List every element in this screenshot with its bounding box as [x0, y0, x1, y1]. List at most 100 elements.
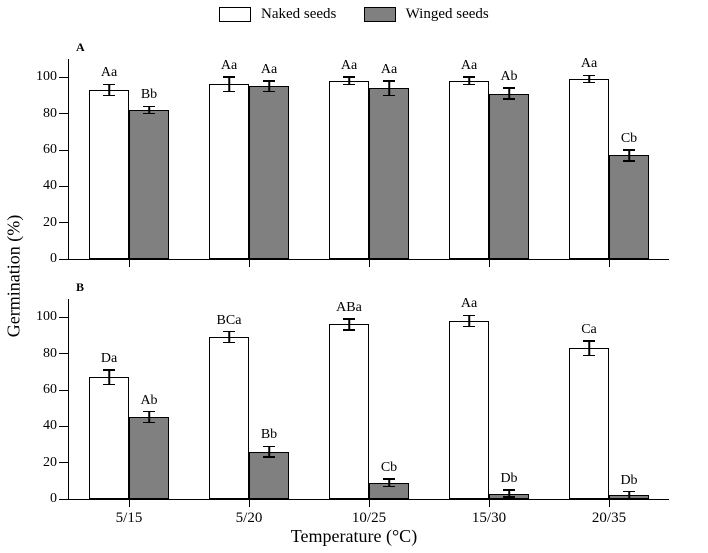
error-cap	[263, 446, 275, 448]
y-tick	[59, 353, 69, 354]
bar-sig-label: Cb	[621, 131, 637, 147]
x-tick	[249, 259, 250, 267]
bar-sig-label: Aa	[461, 296, 477, 312]
error-bar	[108, 370, 110, 385]
x-tick	[129, 499, 130, 507]
error-cap	[383, 486, 395, 488]
panel-a: A 020406080100AaBbAaAaAaAaAaAbAaCb	[68, 40, 668, 260]
bar-sig-label: Aa	[341, 58, 357, 74]
plot-a: 020406080100AaBbAaAaAaAaAaAbAaCb	[68, 59, 669, 260]
y-tick	[59, 259, 69, 260]
plot-b: 0204060801005/15DaAb5/20BCaBb10/25ABaCb1…	[68, 299, 669, 500]
bar-naked	[209, 84, 249, 259]
x-tick	[489, 499, 490, 507]
error-cap	[623, 498, 635, 500]
bar-naked	[449, 321, 489, 499]
y-tick-label: 100	[17, 309, 57, 325]
legend-swatch-naked	[219, 7, 251, 22]
bar-winged	[249, 452, 289, 499]
y-tick	[59, 113, 69, 114]
bar-winged	[129, 417, 169, 499]
y-tick-label: 60	[17, 382, 57, 398]
panel-letter-a: A	[76, 40, 85, 55]
x-axis-title: Temperature (°C)	[291, 526, 417, 547]
y-tick	[59, 222, 69, 223]
error-bar	[228, 77, 230, 92]
error-cap	[583, 75, 595, 77]
x-tick-label: 5/15	[116, 510, 143, 527]
panel-b: B 0204060801005/15DaAb5/20BCaBb10/25ABaC…	[68, 280, 668, 500]
error-cap	[383, 80, 395, 82]
error-cap	[503, 496, 515, 498]
bar-winged	[249, 86, 289, 259]
y-tick-label: 80	[17, 346, 57, 362]
y-tick-label: 20	[17, 455, 57, 471]
bar-sig-label: Bb	[141, 87, 157, 103]
x-tick	[609, 259, 610, 267]
error-cap	[583, 355, 595, 357]
legend-label-naked: Naked seeds	[261, 6, 336, 22]
y-tick	[59, 186, 69, 187]
legend: Naked seeds Winged seeds	[0, 6, 708, 23]
error-cap	[343, 318, 355, 320]
bar-sig-label: Aa	[581, 56, 597, 72]
y-tick	[59, 150, 69, 151]
y-tick-label: 40	[17, 178, 57, 194]
error-cap	[143, 411, 155, 413]
legend-item-naked: Naked seeds	[219, 6, 336, 23]
error-cap	[103, 95, 115, 97]
bar-sig-label: Db	[620, 473, 637, 489]
error-cap	[623, 491, 635, 493]
x-tick-label: 10/25	[352, 510, 386, 527]
bar-naked	[329, 324, 369, 499]
x-tick	[489, 259, 490, 267]
error-cap	[223, 91, 235, 93]
error-cap	[583, 340, 595, 342]
x-tick-label: 5/20	[236, 510, 263, 527]
x-tick-label: 15/30	[472, 510, 506, 527]
bar-sig-label: Da	[101, 351, 117, 367]
bar-naked	[449, 81, 489, 259]
error-cap	[263, 80, 275, 82]
figure: Naked seeds Winged seeds Germination (%)…	[0, 0, 708, 553]
error-cap	[463, 326, 475, 328]
bar-sig-label: Aa	[221, 58, 237, 74]
error-cap	[343, 76, 355, 78]
bar-sig-label: Aa	[381, 62, 397, 78]
legend-swatch-winged	[364, 7, 396, 22]
error-cap	[623, 160, 635, 162]
error-cap	[463, 76, 475, 78]
error-cap	[223, 342, 235, 344]
y-tick	[59, 462, 69, 463]
error-cap	[143, 113, 155, 115]
y-tick-label: 40	[17, 418, 57, 434]
bar-sig-label: Ab	[500, 69, 517, 85]
bar-naked	[89, 377, 129, 499]
bar-sig-label: Ab	[140, 393, 157, 409]
bar-naked	[329, 81, 369, 259]
error-cap	[143, 106, 155, 108]
error-cap	[223, 76, 235, 78]
y-tick	[59, 77, 69, 78]
error-bar	[388, 81, 390, 96]
error-cap	[143, 422, 155, 424]
error-cap	[263, 91, 275, 93]
bar-sig-label: Cb	[381, 460, 397, 476]
error-cap	[343, 84, 355, 86]
bar-sig-label: ABa	[336, 300, 362, 316]
bar-naked	[209, 337, 249, 499]
error-cap	[623, 149, 635, 151]
error-cap	[103, 369, 115, 371]
y-tick-label: 0	[17, 491, 57, 507]
x-tick	[369, 259, 370, 267]
error-cap	[383, 95, 395, 97]
error-cap	[103, 384, 115, 386]
bar-winged	[489, 94, 529, 259]
x-tick	[369, 499, 370, 507]
x-tick-label: 20/35	[592, 510, 626, 527]
bar-naked	[569, 79, 609, 259]
error-cap	[463, 84, 475, 86]
panel-letter-b: B	[76, 280, 84, 295]
y-tick-label: 100	[17, 69, 57, 85]
error-cap	[343, 329, 355, 331]
